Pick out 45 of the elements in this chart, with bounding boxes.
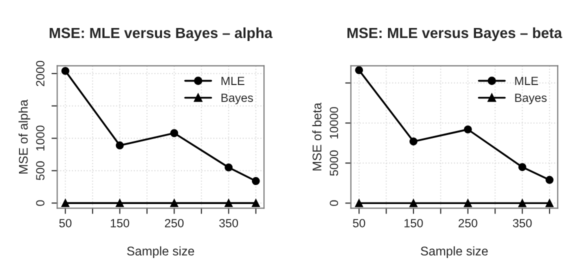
y-axis-title: MSE of alpha	[18, 99, 30, 174]
legend-label: Bayes	[515, 94, 547, 104]
point	[409, 199, 418, 208]
x-tick-label: 150	[404, 218, 423, 228]
point	[224, 199, 233, 208]
y-tick-label: 2000	[36, 60, 44, 86]
point	[170, 129, 178, 138]
x-tick-label: 50	[352, 218, 366, 228]
point	[355, 66, 364, 74]
chart-title: MSE: MLE versus Bayes – alpha	[50, 27, 273, 42]
y-tick-label: 5000	[330, 150, 338, 176]
point	[518, 163, 526, 172]
x-tick-label: 50	[59, 218, 72, 228]
legend-label: MLE	[515, 76, 538, 85]
point	[116, 141, 124, 150]
point	[518, 199, 526, 208]
point	[409, 137, 418, 146]
x-axis-title: Sample size	[420, 246, 488, 258]
point	[546, 176, 554, 184]
point	[224, 163, 233, 172]
point	[546, 199, 554, 208]
x-tick-label: 150	[110, 218, 130, 228]
x-axis-title: Sample size	[127, 246, 194, 258]
y-tick-label: 500	[36, 161, 44, 180]
point	[170, 199, 178, 208]
legend-label: MLE	[222, 76, 244, 85]
point	[464, 199, 472, 208]
point	[116, 199, 124, 208]
y-tick-label: 0	[36, 200, 44, 206]
y-tick-label: 1000	[36, 126, 44, 151]
y-tick-label: 10000	[330, 107, 338, 139]
point	[61, 66, 70, 75]
point	[464, 125, 472, 134]
x-tick-label: 350	[512, 218, 532, 228]
point	[252, 199, 260, 208]
y-tick-label: 0	[330, 200, 338, 206]
legend-label: Bayes	[222, 94, 253, 104]
x-tick-label: 250	[164, 218, 184, 228]
point	[61, 199, 70, 208]
point	[355, 199, 364, 208]
y-axis-title: MSE of beta	[312, 102, 322, 170]
point	[252, 177, 260, 186]
chart-title: MSE: MLE versus Bayes – beta	[347, 27, 562, 42]
x-tick-label: 250	[458, 218, 478, 228]
x-tick-label: 350	[219, 218, 238, 228]
